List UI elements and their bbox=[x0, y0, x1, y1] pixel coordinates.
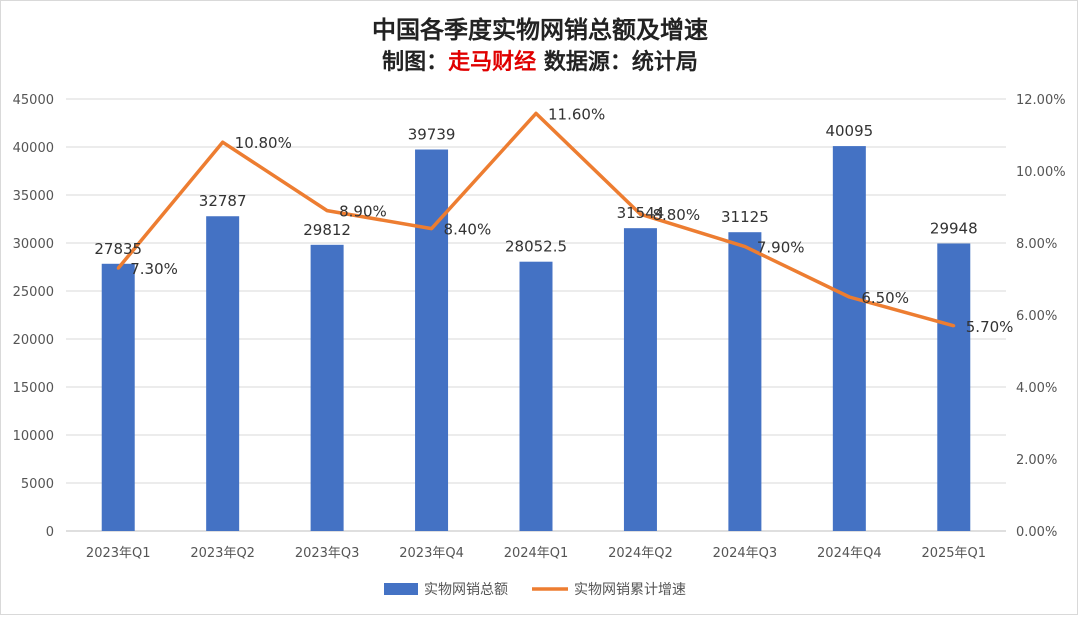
bar-data-label: 29812 bbox=[303, 221, 351, 239]
line-point bbox=[534, 111, 538, 115]
line-point bbox=[743, 245, 747, 249]
bar bbox=[310, 244, 344, 531]
bar bbox=[415, 149, 449, 531]
line-data-label: 7.30% bbox=[130, 260, 178, 278]
left-tick-label: 20000 bbox=[13, 333, 54, 348]
line-data-label: 7.90% bbox=[757, 239, 805, 257]
line-point bbox=[221, 140, 225, 144]
x-axis-ticks: 2023年Q1 2023年Q2 2023年Q3 2023年Q4 2024年Q1 2024年… bbox=[86, 546, 986, 561]
bar bbox=[623, 228, 657, 531]
bar-data-label: 31544 bbox=[617, 204, 665, 222]
bar bbox=[832, 146, 866, 531]
legend-bar-swatch bbox=[384, 583, 418, 595]
bar bbox=[937, 243, 971, 531]
legend-line-label: 实物网销累计增速 bbox=[574, 582, 686, 598]
right-tick-label: 12.00% bbox=[1016, 93, 1066, 108]
bar-data-label: 28052.5 bbox=[505, 238, 567, 256]
bar-data-label: 27835 bbox=[94, 240, 142, 258]
left-axis-ticks: 0 5000 10000 15000 20000 25000 30000 35000 40000… bbox=[13, 93, 54, 540]
x-tick-label: 2024年Q1 bbox=[504, 546, 569, 561]
bar-data-label: 32787 bbox=[199, 192, 247, 210]
right-tick-label: 2.00% bbox=[1016, 453, 1057, 468]
chart-title: 中国各季度实物网销总额及增速 bbox=[372, 15, 708, 44]
line-data-label: 11.60% bbox=[548, 105, 605, 123]
credit-name: 走马财经 bbox=[448, 49, 537, 75]
right-tick-label: 6.00% bbox=[1016, 309, 1057, 324]
line-data-label: 8.90% bbox=[339, 203, 387, 221]
line-point bbox=[430, 227, 434, 231]
right-axis-ticks: 0.00% 2.00% 4.00% 6.00% 8.00% 10.00% 12.00% bbox=[1016, 93, 1066, 540]
bar-data-label: 31125 bbox=[721, 208, 769, 226]
line-series bbox=[116, 111, 956, 328]
left-tick-label: 5000 bbox=[21, 477, 54, 492]
bar-series bbox=[101, 146, 971, 531]
right-tick-label: 8.00% bbox=[1016, 237, 1057, 252]
left-tick-label: 10000 bbox=[13, 429, 54, 444]
line-data-label: 10.80% bbox=[235, 134, 292, 152]
line-point bbox=[847, 295, 851, 299]
left-tick-label: 30000 bbox=[13, 237, 54, 252]
left-tick-label: 15000 bbox=[13, 381, 54, 396]
x-tick-label: 2023年Q2 bbox=[190, 546, 255, 561]
right-tick-label: 10.00% bbox=[1016, 165, 1066, 180]
credit-prefix: 制图： bbox=[382, 49, 449, 75]
chart-subtitle: 制图：走马财经 数据源：统计局 bbox=[0, 44, 1080, 76]
line-data-label: 6.50% bbox=[861, 289, 909, 307]
line-data-label: 8.80% bbox=[652, 206, 700, 224]
right-tick-label: 4.00% bbox=[1016, 381, 1057, 396]
bar-data-label: 40095 bbox=[825, 122, 873, 140]
left-tick-label: 40000 bbox=[13, 141, 54, 156]
left-tick-label: 35000 bbox=[13, 189, 54, 204]
line-point bbox=[325, 209, 329, 213]
bar-data-label: 29948 bbox=[930, 219, 978, 237]
left-tick-label: 0 bbox=[46, 525, 54, 540]
x-tick-label: 2023年Q4 bbox=[399, 546, 464, 561]
left-tick-label: 25000 bbox=[13, 285, 54, 300]
line-point bbox=[638, 212, 642, 216]
line-point bbox=[952, 324, 956, 328]
bar bbox=[206, 216, 240, 531]
x-tick-label: 2025年Q1 bbox=[921, 546, 986, 561]
x-tick-label: 2023年Q1 bbox=[86, 546, 151, 561]
data-labels: 27835 32787 29812 39739 28052.5 31544 31125 400… bbox=[94, 105, 1013, 335]
legend-bar-label: 实物网销总额 bbox=[424, 582, 508, 598]
x-tick-label: 2024年Q4 bbox=[817, 546, 882, 561]
legend: 实物网销总额 实物网销累计增速 bbox=[384, 582, 686, 598]
line-data-label: 5.70% bbox=[966, 318, 1014, 336]
bar bbox=[728, 232, 762, 531]
x-tick-label: 2024年Q2 bbox=[608, 546, 673, 561]
bar-data-label: 39739 bbox=[408, 126, 456, 144]
right-tick-label: 0.00% bbox=[1016, 525, 1057, 540]
line-data-label: 8.40% bbox=[444, 221, 492, 239]
x-tick-label: 2023年Q3 bbox=[295, 546, 360, 561]
line-point bbox=[116, 266, 120, 270]
bar bbox=[519, 261, 553, 531]
left-tick-label: 45000 bbox=[13, 93, 54, 108]
x-tick-label: 2024年Q3 bbox=[713, 546, 778, 561]
bar bbox=[101, 263, 135, 531]
source-text: 数据源：统计局 bbox=[543, 49, 698, 75]
